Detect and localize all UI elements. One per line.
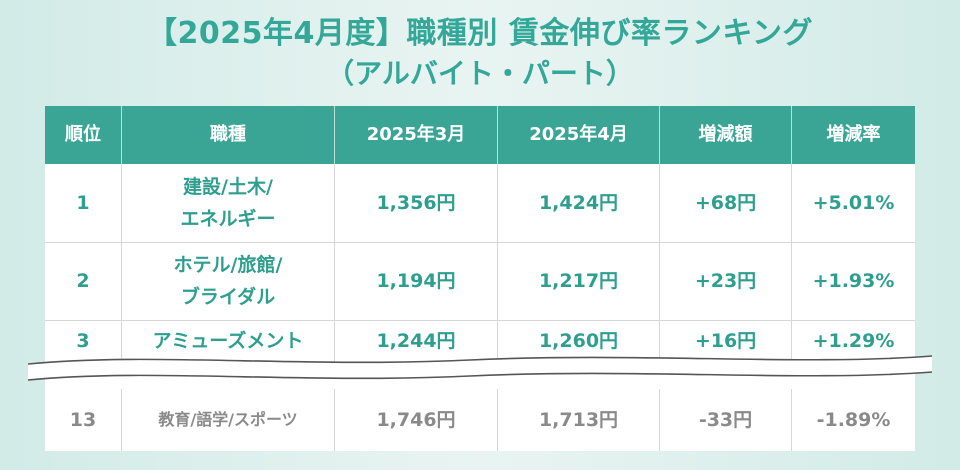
- page-subtitle: （アルバイト・パート）: [326, 57, 634, 90]
- diff-cell: +23円: [660, 242, 792, 320]
- header-rank: 順位: [45, 106, 122, 164]
- march-wage-cell: 1,244円: [335, 320, 498, 362]
- march-wage-cell: 1,746円: [335, 389, 498, 451]
- table-row: 3 アミューズメント 1,244円 1,260円 +16円 +1.29%: [45, 320, 915, 362]
- table-row: 2 ホテル/旅館/ ブライダル 1,194円 1,217円 +23円 +1.93…: [45, 242, 915, 320]
- rank-cell: 13: [45, 389, 122, 451]
- job-cell: アミューズメント: [122, 320, 335, 362]
- diff-cell: +68円: [660, 164, 792, 242]
- rate-cell: +1.93%: [812, 270, 895, 292]
- job-line: エネルギー: [180, 208, 276, 230]
- march-wage-cell: 1,356円: [335, 164, 498, 242]
- page-title: 【2025年4月度】職種別 賃金伸び率ランキング: [147, 16, 813, 51]
- row-divider: [45, 320, 915, 321]
- job-cell: 建設/土木/ エネルギー: [122, 164, 335, 242]
- diff-cell: -33円: [660, 389, 792, 451]
- rank-cell: 3: [45, 320, 122, 362]
- job-line: 建設/土木/: [183, 176, 273, 198]
- job-line: ブライダル: [180, 286, 276, 308]
- header-rate: 増減率: [826, 124, 881, 145]
- rate-cell: +5.01%: [812, 192, 895, 214]
- rate-cell: -1.89%: [816, 409, 891, 431]
- march-wage-cell: 1,194円: [335, 242, 498, 320]
- rank-cell: 2: [45, 242, 122, 320]
- omission-wave-divider: [27, 355, 933, 381]
- diff-cell: +16円: [660, 320, 792, 362]
- job-line: ホテル/旅館/: [173, 254, 283, 276]
- job-cell: 教育/語学/スポーツ: [122, 389, 335, 451]
- header-job: 職種: [122, 106, 335, 164]
- rate-cell: +1.29%: [812, 330, 895, 352]
- ranking-table: 順位 職種 2025年3月 2025年4月 増減額 増減率 1 建設/土木/ エ…: [45, 106, 915, 451]
- table-header-row: 順位 職種 2025年3月 2025年4月 増減額 増減率: [45, 106, 915, 164]
- header-diff: 増減額: [660, 106, 792, 164]
- wave-line-top: [27, 355, 933, 365]
- rank-cell: 1: [45, 164, 122, 242]
- april-wage-cell: 1,713円: [498, 389, 660, 451]
- april-wage-cell: 1,217円: [498, 242, 660, 320]
- april-wage-cell: 1,260円: [498, 320, 660, 362]
- april-wage-cell: 1,424円: [498, 164, 660, 242]
- wave-line-bottom: [27, 371, 933, 381]
- job-cell: ホテル/旅館/ ブライダル: [122, 242, 335, 320]
- row-divider: [45, 242, 915, 243]
- table-row: 13 教育/語学/スポーツ 1,746円 1,713円 -33円 -1.89%: [45, 389, 915, 451]
- table-row: 1 建設/土木/ エネルギー 1,356円 1,424円 +68円 +5.01%: [45, 164, 915, 242]
- header-april: 2025年4月: [498, 106, 660, 164]
- header-march: 2025年3月: [335, 106, 498, 164]
